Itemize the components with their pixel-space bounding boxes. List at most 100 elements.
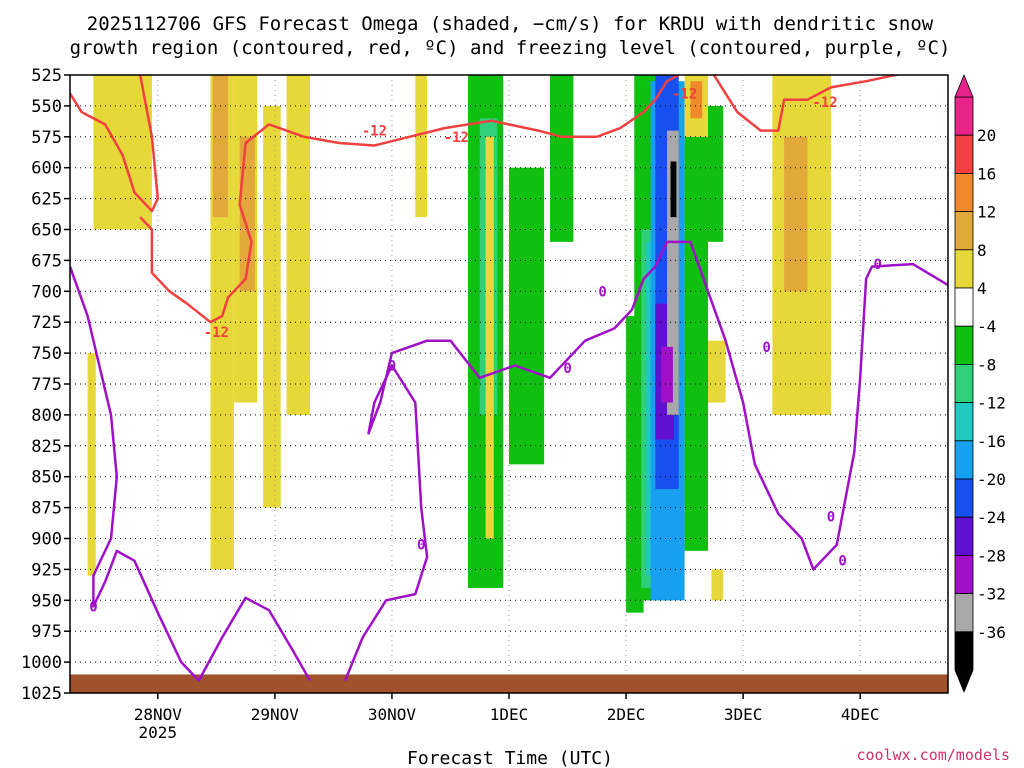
omega-shade-region: [661, 346, 673, 403]
y-tick-label: 725: [31, 313, 62, 333]
omega-shade-region: [708, 105, 724, 242]
colorbar-swatch: [954, 516, 974, 556]
colorbar-label: -32: [977, 585, 1006, 604]
colorbar-swatch: [954, 555, 974, 595]
omega-shade-region: [549, 75, 574, 242]
colorbar-label: -16: [977, 432, 1006, 451]
omega-shade-region: [684, 136, 709, 551]
dgz-contour-line: [70, 75, 160, 213]
chart-title-line-1: 2025112706 GFS Forecast Omega (shaded, −…: [87, 13, 934, 35]
y-tick-label: 675: [31, 251, 62, 271]
y-tick-label: 575: [31, 128, 62, 148]
colorbar-swatch: [954, 363, 974, 403]
omega-shade-region: [667, 130, 679, 415]
freezing-level-line-label: 0: [417, 538, 425, 554]
freezing-level-line-label: 0: [827, 509, 835, 525]
y-tick-label: 525: [31, 66, 62, 86]
x-tick-label: 2DEC: [607, 705, 646, 724]
omega-shade-region: [415, 75, 428, 218]
dgz-contour-line-label: -12: [812, 95, 837, 111]
y-tick-label: 950: [31, 591, 62, 611]
colorbar-swatch: [954, 478, 974, 518]
x-tick-label: 28NOV: [134, 705, 183, 724]
colorbar-label: 12: [977, 203, 996, 222]
x-tick-label: 4DEC: [841, 705, 880, 724]
dgz-contour-line: [139, 75, 680, 324]
freezing-level-line-label: 0: [89, 599, 97, 615]
colorbar-label: 16: [977, 164, 996, 183]
omega-shade-region: [509, 167, 545, 465]
y-tick-label: 625: [31, 190, 62, 210]
colorbar-swatch: [954, 325, 974, 365]
omega-shade-region: [87, 353, 96, 576]
colorbar-swatch: [954, 172, 974, 212]
colorbar-label: 4: [977, 279, 987, 298]
freezing-level-line-label: 0: [598, 284, 606, 300]
y-tick-label: 825: [31, 437, 62, 457]
y-tick-label: 850: [31, 468, 62, 488]
dgz-contour-line-label: -12: [672, 87, 697, 103]
x-tick-label: 1DEC: [490, 705, 529, 724]
freezing-level-line-label: 0: [874, 257, 882, 273]
colorbar-label: -20: [977, 470, 1006, 489]
colorbar-swatch: [954, 593, 974, 633]
terrain-fill: [70, 674, 948, 693]
omega-shade-region: [263, 105, 281, 508]
omega-shade-region: [212, 75, 229, 218]
omega-shade-region: [93, 75, 152, 230]
colorbar-label: -8: [977, 355, 996, 374]
y-tick-label: 700: [31, 282, 62, 302]
colorbar-label: -12: [977, 394, 1006, 413]
x-tick-label: 30NOV: [368, 705, 417, 724]
omega-shade-region: [485, 136, 494, 539]
colorbar-label: -28: [977, 546, 1006, 565]
x-tick-label: 3DEC: [724, 705, 763, 724]
y-tick-label: 1000: [21, 653, 62, 673]
credit-text: coolwx.com/models: [856, 746, 1010, 764]
omega-shade-region: [670, 161, 677, 218]
y-tick-label: 550: [31, 97, 62, 117]
plot-inner: -12 -12 -12 -12 -12 0 0 0 0 0 0 0 0 0: [70, 75, 948, 693]
freezing-level-line-label: 0: [838, 554, 846, 570]
colorbar-label: 8: [977, 241, 987, 260]
omega-shade-region: [286, 75, 310, 415]
y-tick-label: 875: [31, 499, 62, 519]
y-tick-label: 775: [31, 375, 62, 395]
y-tick-label: 600: [31, 159, 62, 179]
freezing-level-line-label: 0: [563, 361, 571, 377]
omega-shade-region: [708, 340, 726, 403]
dgz-contour-line-label: -12: [362, 124, 387, 140]
colorbar-swatch: [954, 211, 974, 251]
colorbar-swatch: [954, 440, 974, 480]
omega-shade-region: [690, 81, 703, 119]
freezing-level-line: [343, 240, 948, 682]
colorbar-label: 20: [977, 126, 996, 145]
x-tick-label: 29NOV: [251, 705, 300, 724]
colorbar-swatch: [954, 631, 974, 671]
colorbar-swatch: [954, 134, 974, 174]
colorbar-bottom-arrow: [954, 669, 974, 694]
colorbar-swatch: [954, 96, 974, 136]
y-tick-label: 750: [31, 344, 62, 364]
omega-shade-region: [784, 136, 808, 292]
colorbar-swatch: [954, 287, 974, 327]
freezing-level-line-label: 0: [762, 340, 770, 356]
y-tick-label: 925: [31, 560, 62, 580]
y-tick-label: 900: [31, 530, 62, 550]
x-tick-sublabel: 2025: [139, 723, 178, 742]
colorbar-swatch: [954, 249, 974, 289]
x-axis-label: Forecast Time (UTC): [407, 748, 613, 768]
dgz-contour-line-label: -12: [204, 325, 229, 341]
freezing-level-line: [70, 266, 312, 682]
y-tick-label: 1025: [21, 684, 62, 704]
y-tick-label: 650: [31, 221, 62, 241]
plot-area: -12 -12 -12 -12 -12 0 0 0 0 0 0 0 0 0 525 550 575 600 625 6…: [21, 66, 1006, 742]
colorbar-label: -4: [977, 317, 996, 336]
omega-shade-region: [711, 569, 724, 601]
chart-title-line-2: growth region (contoured, red, ºC) and f…: [70, 37, 951, 59]
y-tick-label: 800: [31, 406, 62, 426]
dgz-contour-line: [712, 75, 902, 132]
colorbar-top-arrow: [954, 73, 974, 98]
dgz-contour-line-label: -12: [444, 130, 469, 146]
